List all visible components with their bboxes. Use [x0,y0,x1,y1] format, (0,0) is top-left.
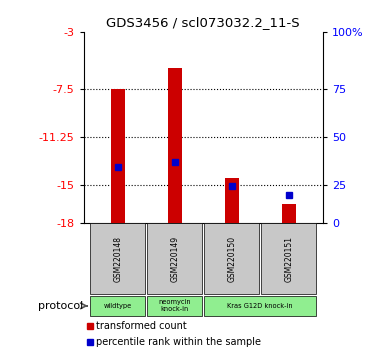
Title: GDS3456 / scl073032.2_11-S: GDS3456 / scl073032.2_11-S [106,16,300,29]
Text: Kras G12D knock-in: Kras G12D knock-in [228,303,293,309]
Text: GSM220148: GSM220148 [113,236,122,282]
Text: GSM220150: GSM220150 [227,236,236,282]
Bar [147,296,202,316]
Text: wildtype: wildtype [104,303,132,309]
Text: GSM220151: GSM220151 [284,236,293,282]
Bar [204,296,316,316]
Bar [225,178,239,223]
Text: GSM220149: GSM220149 [170,236,179,282]
Text: percentile rank within the sample: percentile rank within the sample [96,337,261,347]
Bar [90,223,145,295]
Bar [204,223,259,295]
Bar [168,68,182,223]
Text: transformed count: transformed count [96,321,187,331]
Bar [90,296,145,316]
Text: protocol: protocol [38,301,83,311]
Bar [147,223,202,295]
Text: neomycin
knock-in: neomycin knock-in [158,299,191,312]
Bar [261,223,316,295]
Bar [282,204,296,223]
Bar [111,89,125,223]
